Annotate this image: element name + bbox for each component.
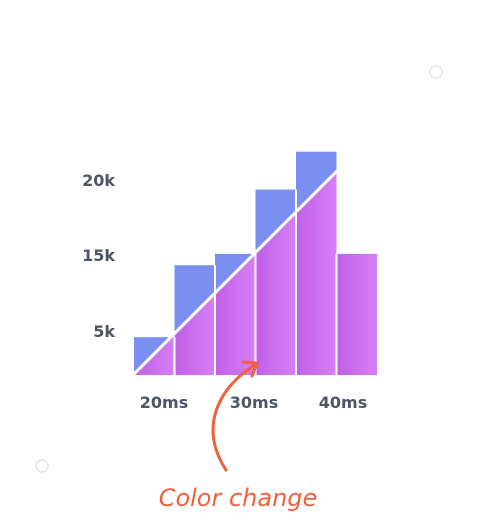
bar-dividers bbox=[173, 189, 338, 375]
x-tick-label: 30ms bbox=[230, 393, 278, 412]
diagonal-start-handle bbox=[35, 459, 49, 473]
diagonal-end-handle bbox=[429, 65, 443, 79]
y-tick-label: 20k bbox=[82, 171, 115, 190]
color-change-annotation: Color change bbox=[159, 360, 318, 512]
x-axis: 20ms 30ms 40ms bbox=[140, 393, 367, 412]
y-axis: 5k 15k 20k bbox=[82, 171, 115, 341]
annotation-arrow bbox=[211, 362, 258, 472]
y-tick-label: 5k bbox=[93, 322, 115, 341]
x-tick-label: 40ms bbox=[319, 393, 367, 412]
diagonal-line bbox=[35, 65, 443, 473]
x-tick-label: 20ms bbox=[140, 393, 188, 412]
annotation-label: Color change bbox=[159, 484, 318, 512]
histogram-bar-lower-fill bbox=[336, 253, 377, 375]
arrowhead-icon bbox=[241, 360, 259, 378]
y-tick-label: 15k bbox=[82, 246, 115, 265]
